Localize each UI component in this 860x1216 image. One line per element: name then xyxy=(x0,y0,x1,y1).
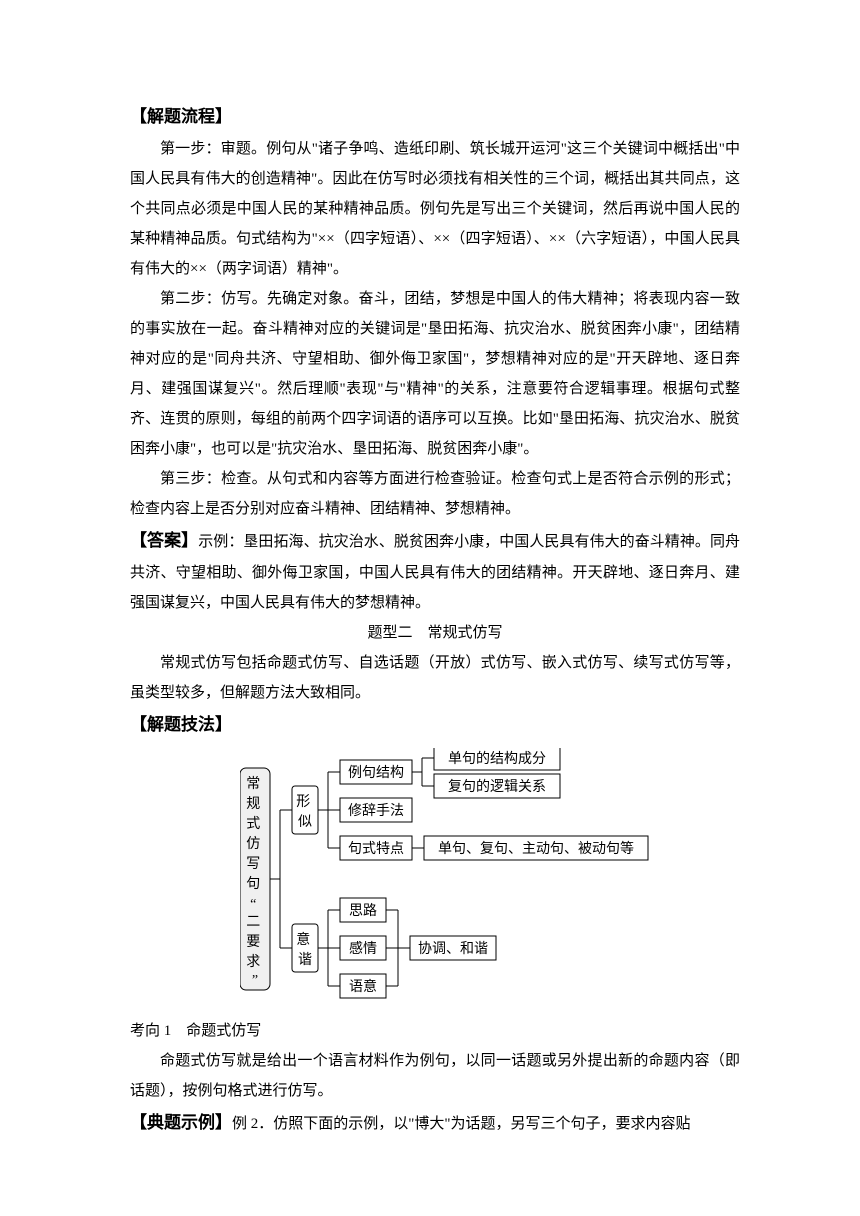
answer-block: 【答案】示例：垦田拓海、抗灾治水、脱贫困奔小康，中国人民具有伟大的奋斗精神。同舟… xyxy=(130,524,740,618)
diagram-n1b: 复句的逻辑关系 xyxy=(448,778,546,795)
diagram-n3ext: 单句、复句、主动句、被动句等 xyxy=(438,840,634,857)
example-block: 【典题示例】例 2．仿照下面的示例，以"博大"为话题，另写三个句子，要求内容贴 xyxy=(130,1106,740,1140)
answer-text: 示例：垦田拓海、抗灾治水、脱贫困奔小康，中国人民具有伟大的奋斗精神。同舟共济、守… xyxy=(130,534,740,611)
diagram-b2n2: 感情 xyxy=(349,940,377,957)
diagram-b2ext: 协调、和谐 xyxy=(418,941,488,957)
type2-title: 题型二 常规式仿写 xyxy=(130,618,740,648)
type2-desc: 常规式仿写包括命题式仿写、自选话题（开放）式仿写、嵌入式仿写、续写式仿写等，虽类… xyxy=(130,648,740,708)
diagram-b2n1: 思路 xyxy=(349,903,377,919)
step2-paragraph: 第二步：仿写。先确定对象。奋斗，团结，梦想是中国人的伟大精神；将表现内容一致的事… xyxy=(130,284,740,464)
kaoxiang-desc: 命题式仿写就是给出一个语言材料作为例句，以同一话题或另外提出新的命题内容（即话题… xyxy=(130,1046,740,1106)
example-label: 【典题示例】 xyxy=(130,1113,232,1132)
diagram-n1a: 单句的结构成分 xyxy=(448,751,546,767)
step1-paragraph: 第一步：审题。例句从"诸子争鸣、造纸印刷、筑长城开运河"这三个关键词中概括出"中… xyxy=(130,134,740,284)
process-heading: 【解题流程】 xyxy=(130,100,740,134)
diagram-n1: 例句结构 xyxy=(348,765,404,781)
diagram-root-text: 常 规 式 仿 写 句 “ 二 要 求 ” xyxy=(246,776,264,988)
step3-paragraph: 第三步：检查。从句式和内容等方面进行检查验证。检查句式上是否符合示例的形式；检查… xyxy=(130,464,740,524)
technique-heading: 【解题技法】 xyxy=(130,708,740,742)
technique-diagram: 常 规 式 仿 写 句 “ 二 要 求 ” 形 似 例句结构 单句的结构成分 复… xyxy=(240,748,740,1010)
diagram-n3: 句式特点 xyxy=(348,841,404,857)
kaoxiang-title: 考向 1 命题式仿写 xyxy=(130,1016,740,1046)
diagram-b2n3: 语意 xyxy=(349,978,377,995)
example-text: 例 2．仿照下面的示例，以"博大"为话题，另写三个句子，要求内容贴 xyxy=(232,1116,691,1132)
diagram-n2: 修辞手法 xyxy=(348,803,404,819)
answer-label: 【答案】 xyxy=(130,531,198,550)
